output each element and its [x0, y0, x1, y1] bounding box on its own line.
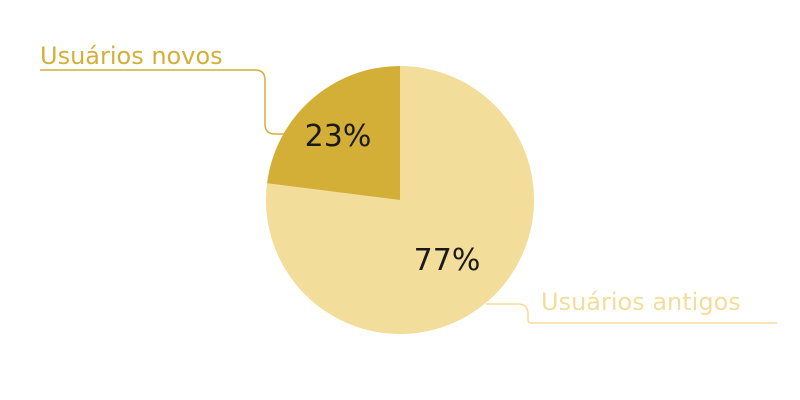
pie-slice-usuarios-novos	[267, 66, 400, 200]
leader-line-usuarios-novos	[40, 69, 286, 135]
leader-line-usuarios-antigos	[486, 303, 777, 324]
category-label-usuarios-novos: Usuários novos	[40, 42, 223, 70]
category-label-usuarios-antigos: Usuários antigos	[541, 288, 741, 316]
pie-slices	[266, 66, 535, 335]
value-label-usuarios-novos: 23%	[305, 119, 372, 154]
pie-slice-usuarios-antigos	[266, 66, 535, 335]
value-label-usuarios-antigos: 77%	[414, 243, 481, 278]
